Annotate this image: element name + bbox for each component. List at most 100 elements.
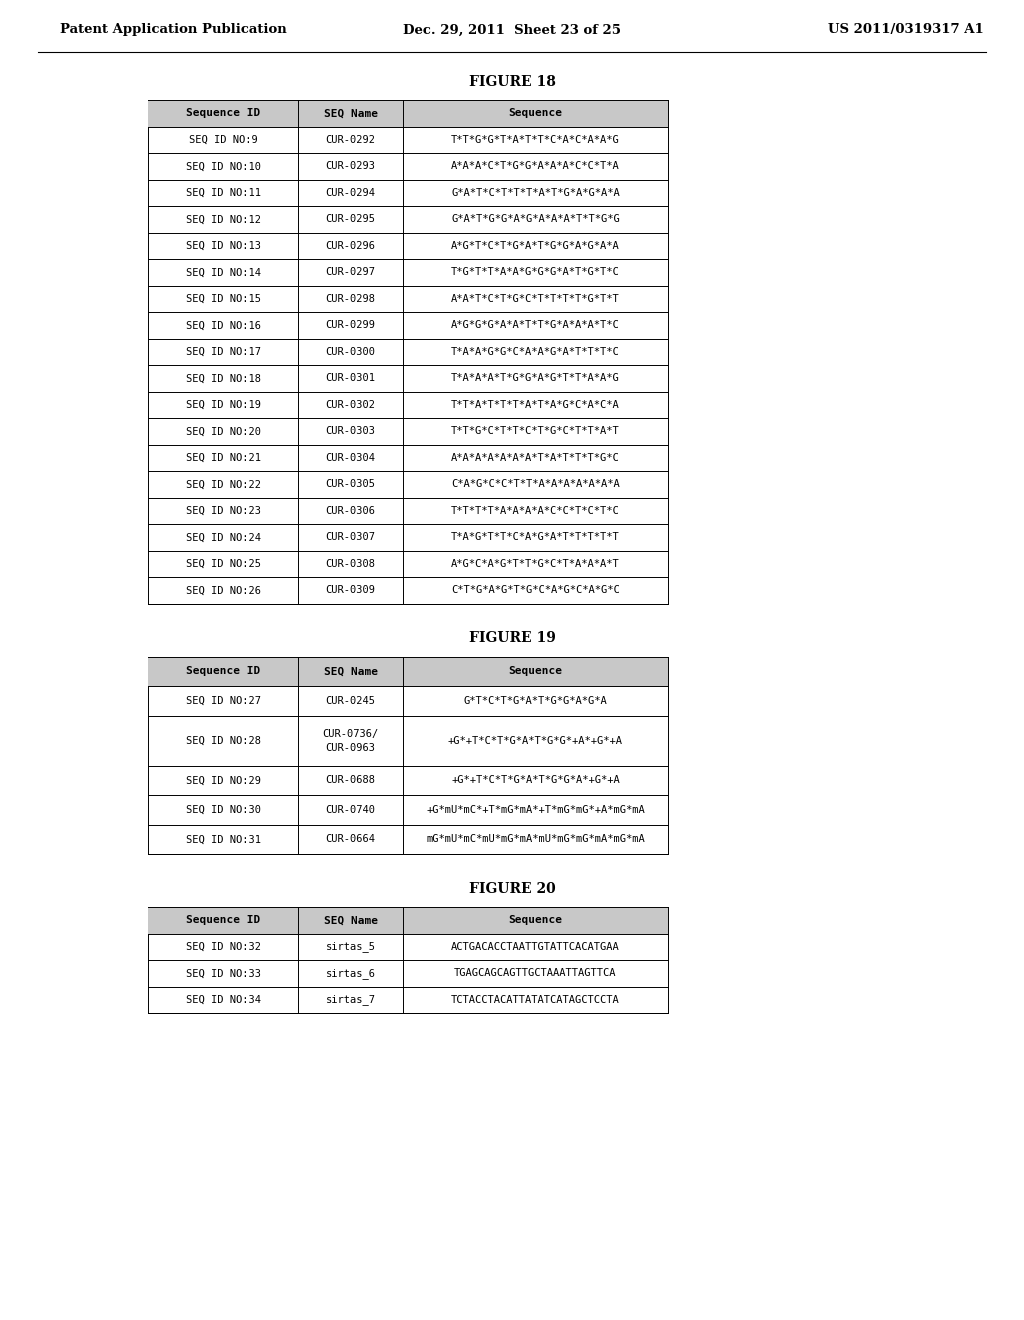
Text: SEQ ID NO:20: SEQ ID NO:20 bbox=[185, 426, 260, 436]
Text: C*A*G*C*C*T*T*A*A*A*A*A*A*A: C*A*G*C*C*T*T*A*A*A*A*A*A*A bbox=[452, 479, 620, 490]
Text: CUR-0963: CUR-0963 bbox=[326, 743, 376, 752]
Text: SEQ ID NO:34: SEQ ID NO:34 bbox=[185, 995, 260, 1005]
Text: T*G*T*T*A*A*G*G*G*A*T*G*T*C: T*G*T*T*A*A*G*G*G*A*T*G*T*C bbox=[452, 267, 620, 277]
Text: CUR-0299: CUR-0299 bbox=[326, 321, 376, 330]
Text: SEQ ID NO:14: SEQ ID NO:14 bbox=[185, 267, 260, 277]
Text: SEQ Name: SEQ Name bbox=[324, 667, 378, 676]
Text: SEQ ID NO:22: SEQ ID NO:22 bbox=[185, 479, 260, 490]
Text: SEQ ID NO:33: SEQ ID NO:33 bbox=[185, 969, 260, 978]
Text: A*A*A*C*T*G*G*A*A*A*C*C*T*A: A*A*A*C*T*G*G*A*A*A*C*C*T*A bbox=[452, 161, 620, 172]
Text: CUR-0298: CUR-0298 bbox=[326, 294, 376, 304]
Text: Dec. 29, 2011  Sheet 23 of 25: Dec. 29, 2011 Sheet 23 of 25 bbox=[403, 24, 621, 37]
Bar bbox=[148, 100, 668, 603]
Bar bbox=[148, 656, 668, 686]
Text: CUR-0688: CUR-0688 bbox=[326, 775, 376, 785]
Bar bbox=[148, 907, 668, 933]
Text: SEQ ID NO:13: SEQ ID NO:13 bbox=[185, 240, 260, 251]
Text: G*T*C*T*G*A*T*G*G*A*G*A: G*T*C*T*G*A*T*G*G*A*G*A bbox=[464, 696, 607, 706]
Text: SEQ ID NO:11: SEQ ID NO:11 bbox=[185, 187, 260, 198]
Text: CUR-0736/: CUR-0736/ bbox=[323, 729, 379, 739]
Text: CUR-0309: CUR-0309 bbox=[326, 585, 376, 595]
Text: Sequence ID: Sequence ID bbox=[186, 915, 260, 925]
Text: T*T*T*T*A*A*A*A*C*C*T*C*T*C: T*T*T*T*A*A*A*A*C*C*T*C*T*C bbox=[452, 506, 620, 516]
Text: SEQ ID NO:28: SEQ ID NO:28 bbox=[185, 735, 260, 746]
Text: CUR-0303: CUR-0303 bbox=[326, 426, 376, 436]
Text: CUR-0306: CUR-0306 bbox=[326, 506, 376, 516]
Text: A*G*C*A*G*T*T*G*C*T*A*A*A*T: A*G*C*A*G*T*T*G*C*T*A*A*A*T bbox=[452, 558, 620, 569]
Text: Sequence: Sequence bbox=[509, 667, 562, 676]
Text: SEQ ID NO:32: SEQ ID NO:32 bbox=[185, 942, 260, 952]
Text: A*G*G*G*A*A*T*T*G*A*A*A*T*C: A*G*G*G*A*A*T*T*G*A*A*A*T*C bbox=[452, 321, 620, 330]
Text: FIGURE 18: FIGURE 18 bbox=[469, 75, 555, 88]
Text: ACTGACACCTAATTGTATTCACATGAA: ACTGACACCTAATTGTATTCACATGAA bbox=[452, 942, 620, 952]
Text: T*T*G*G*T*A*T*T*C*A*C*A*A*G: T*T*G*G*T*A*T*T*C*A*C*A*A*G bbox=[452, 135, 620, 145]
Text: +G*+T*C*T*G*A*T*G*G*+A*+G*+A: +G*+T*C*T*G*A*T*G*G*+A*+G*+A bbox=[449, 735, 623, 746]
Text: Sequence: Sequence bbox=[509, 108, 562, 119]
Text: SEQ Name: SEQ Name bbox=[324, 108, 378, 119]
Text: SEQ ID NO:24: SEQ ID NO:24 bbox=[185, 532, 260, 543]
Text: SEQ ID NO:16: SEQ ID NO:16 bbox=[185, 321, 260, 330]
Text: SEQ ID NO:31: SEQ ID NO:31 bbox=[185, 834, 260, 845]
Text: T*A*G*T*T*C*A*G*A*T*T*T*T*T: T*A*G*T*T*C*A*G*A*T*T*T*T*T bbox=[452, 532, 620, 543]
Text: +G*mU*mC*+T*mG*mA*+T*mG*mG*+A*mG*mA: +G*mU*mC*+T*mG*mA*+T*mG*mG*+A*mG*mA bbox=[426, 805, 645, 814]
Text: CUR-0296: CUR-0296 bbox=[326, 240, 376, 251]
Text: CUR-0304: CUR-0304 bbox=[326, 453, 376, 463]
Text: SEQ ID NO:23: SEQ ID NO:23 bbox=[185, 506, 260, 516]
Text: T*T*G*C*T*T*C*T*G*C*T*T*A*T: T*T*G*C*T*T*C*T*G*C*T*T*A*T bbox=[452, 426, 620, 436]
Text: CUR-0295: CUR-0295 bbox=[326, 214, 376, 224]
Text: SEQ ID NO:17: SEQ ID NO:17 bbox=[185, 347, 260, 356]
Text: CUR-0740: CUR-0740 bbox=[326, 805, 376, 814]
Text: SEQ Name: SEQ Name bbox=[324, 915, 378, 925]
Text: T*A*A*A*T*G*G*A*G*T*T*A*A*G: T*A*A*A*T*G*G*A*G*T*T*A*A*G bbox=[452, 374, 620, 383]
Text: T*T*A*T*T*T*A*T*A*G*C*A*C*A: T*T*A*T*T*T*A*T*A*G*C*A*C*A bbox=[452, 400, 620, 409]
Text: Sequence ID: Sequence ID bbox=[186, 667, 260, 676]
Text: FIGURE 19: FIGURE 19 bbox=[469, 631, 555, 645]
Text: Sequence ID: Sequence ID bbox=[186, 108, 260, 119]
Text: A*A*T*C*T*G*C*T*T*T*T*G*T*T: A*A*T*C*T*G*C*T*T*T*T*G*T*T bbox=[452, 294, 620, 304]
Text: Sequence: Sequence bbox=[509, 915, 562, 925]
Text: CUR-0292: CUR-0292 bbox=[326, 135, 376, 145]
Bar bbox=[148, 907, 668, 1014]
Text: +G*+T*C*T*G*A*T*G*G*A*+G*+A: +G*+T*C*T*G*A*T*G*G*A*+G*+A bbox=[452, 775, 620, 785]
Text: CUR-0305: CUR-0305 bbox=[326, 479, 376, 490]
Text: sirtas_7: sirtas_7 bbox=[326, 994, 376, 1006]
Text: mG*mU*mC*mU*mG*mA*mU*mG*mG*mA*mG*mA: mG*mU*mC*mU*mG*mA*mU*mG*mG*mA*mG*mA bbox=[426, 834, 645, 845]
Text: CUR-0245: CUR-0245 bbox=[326, 696, 376, 706]
Text: Patent Application Publication: Patent Application Publication bbox=[60, 24, 287, 37]
Text: SEQ ID NO:27: SEQ ID NO:27 bbox=[185, 696, 260, 706]
Text: G*A*T*C*T*T*T*A*T*G*A*G*A*A: G*A*T*C*T*T*T*A*T*G*A*G*A*A bbox=[452, 187, 620, 198]
Text: CUR-0664: CUR-0664 bbox=[326, 834, 376, 845]
Text: SEQ ID NO:29: SEQ ID NO:29 bbox=[185, 775, 260, 785]
Text: CUR-0307: CUR-0307 bbox=[326, 532, 376, 543]
Text: SEQ ID NO:30: SEQ ID NO:30 bbox=[185, 805, 260, 814]
Text: SEQ ID NO:10: SEQ ID NO:10 bbox=[185, 161, 260, 172]
Text: CUR-0300: CUR-0300 bbox=[326, 347, 376, 356]
Text: SEQ ID NO:15: SEQ ID NO:15 bbox=[185, 294, 260, 304]
Text: FIGURE 20: FIGURE 20 bbox=[469, 882, 555, 896]
Text: G*A*T*G*G*A*G*A*A*A*T*T*G*G: G*A*T*G*G*A*G*A*A*A*T*T*G*G bbox=[452, 214, 620, 224]
Text: A*G*T*C*T*G*A*T*G*G*A*G*A*A: A*G*T*C*T*G*A*T*G*G*A*G*A*A bbox=[452, 240, 620, 251]
Text: SEQ ID NO:26: SEQ ID NO:26 bbox=[185, 585, 260, 595]
Text: SEQ ID NO:18: SEQ ID NO:18 bbox=[185, 374, 260, 383]
Bar bbox=[148, 656, 668, 854]
Text: sirtas_5: sirtas_5 bbox=[326, 941, 376, 952]
Text: T*A*A*G*G*C*A*A*G*A*T*T*T*C: T*A*A*G*G*C*A*A*G*A*T*T*T*C bbox=[452, 347, 620, 356]
Text: SEQ ID NO:19: SEQ ID NO:19 bbox=[185, 400, 260, 409]
Text: C*T*G*A*G*T*G*C*A*G*C*A*G*C: C*T*G*A*G*T*G*C*A*G*C*A*G*C bbox=[452, 585, 620, 595]
Text: CUR-0297: CUR-0297 bbox=[326, 267, 376, 277]
Text: CUR-0294: CUR-0294 bbox=[326, 187, 376, 198]
Text: TCTACCTACATTATATCATAGCTCCTA: TCTACCTACATTATATCATAGCTCCTA bbox=[452, 995, 620, 1005]
Text: sirtas_6: sirtas_6 bbox=[326, 968, 376, 979]
Text: CUR-0293: CUR-0293 bbox=[326, 161, 376, 172]
Bar bbox=[148, 100, 668, 127]
Text: US 2011/0319317 A1: US 2011/0319317 A1 bbox=[828, 24, 984, 37]
Text: SEQ ID NO:21: SEQ ID NO:21 bbox=[185, 453, 260, 463]
Text: SEQ ID NO:12: SEQ ID NO:12 bbox=[185, 214, 260, 224]
Text: A*A*A*A*A*A*A*T*A*T*T*T*G*C: A*A*A*A*A*A*A*T*A*T*T*T*G*C bbox=[452, 453, 620, 463]
Text: CUR-0302: CUR-0302 bbox=[326, 400, 376, 409]
Text: SEQ ID NO:25: SEQ ID NO:25 bbox=[185, 558, 260, 569]
Text: CUR-0308: CUR-0308 bbox=[326, 558, 376, 569]
Text: SEQ ID NO:9: SEQ ID NO:9 bbox=[188, 135, 257, 145]
Text: CUR-0301: CUR-0301 bbox=[326, 374, 376, 383]
Text: TGAGCAGCAGTTGCTAAATTAGTTCA: TGAGCAGCAGTTGCTAAATTAGTTCA bbox=[455, 969, 616, 978]
